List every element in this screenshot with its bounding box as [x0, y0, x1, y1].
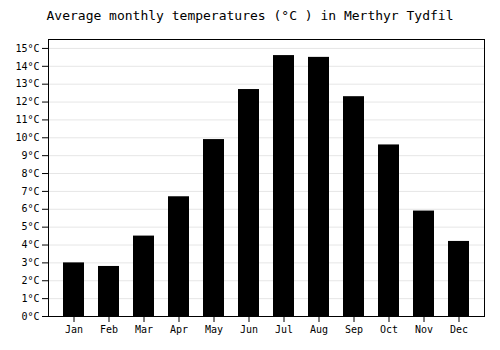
svg-text:Jun: Jun	[240, 324, 258, 335]
svg-text:Dec: Dec	[450, 324, 468, 335]
svg-text:9°C: 9°C	[21, 150, 39, 161]
svg-text:14°C: 14°C	[15, 61, 39, 72]
svg-text:15°C: 15°C	[15, 43, 39, 54]
svg-text:6°C: 6°C	[21, 203, 39, 214]
svg-text:1°C: 1°C	[21, 293, 39, 304]
svg-text:Sep: Sep	[345, 324, 363, 335]
svg-text:11°C: 11°C	[15, 114, 39, 125]
svg-text:13°C: 13°C	[15, 78, 39, 89]
svg-text:8°C: 8°C	[21, 168, 39, 179]
svg-text:4°C: 4°C	[21, 239, 39, 250]
svg-text:Oct: Oct	[380, 324, 398, 335]
svg-text:Aug: Aug	[310, 324, 328, 335]
svg-text:Jan: Jan	[65, 324, 83, 335]
svg-text:12°C: 12°C	[15, 96, 39, 107]
svg-text:5°C: 5°C	[21, 221, 39, 232]
svg-text:7°C: 7°C	[21, 186, 39, 197]
svg-text:Feb: Feb	[100, 324, 118, 335]
svg-text:Nov: Nov	[415, 324, 433, 335]
svg-text:Apr: Apr	[170, 324, 188, 335]
svg-text:Jul: Jul	[275, 324, 293, 335]
svg-text:3°C: 3°C	[21, 257, 39, 268]
svg-text:2°C: 2°C	[21, 275, 39, 286]
svg-text:10°C: 10°C	[15, 132, 39, 143]
html-text:Average monthly temperatures (: Average monthly temperatures (°C ) in Me…	[46, 8, 454, 23]
svg-text:Mar: Mar	[135, 324, 153, 335]
svg-text:0°C: 0°C	[21, 311, 39, 322]
svg-text:May: May	[205, 324, 223, 335]
